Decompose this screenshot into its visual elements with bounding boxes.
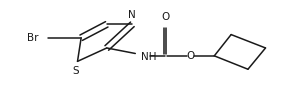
Text: NH: NH bbox=[141, 52, 157, 62]
Text: S: S bbox=[73, 66, 79, 76]
Text: O: O bbox=[161, 12, 169, 22]
Text: N: N bbox=[128, 10, 136, 20]
Text: Br: Br bbox=[26, 33, 38, 43]
Text: O: O bbox=[186, 51, 194, 61]
